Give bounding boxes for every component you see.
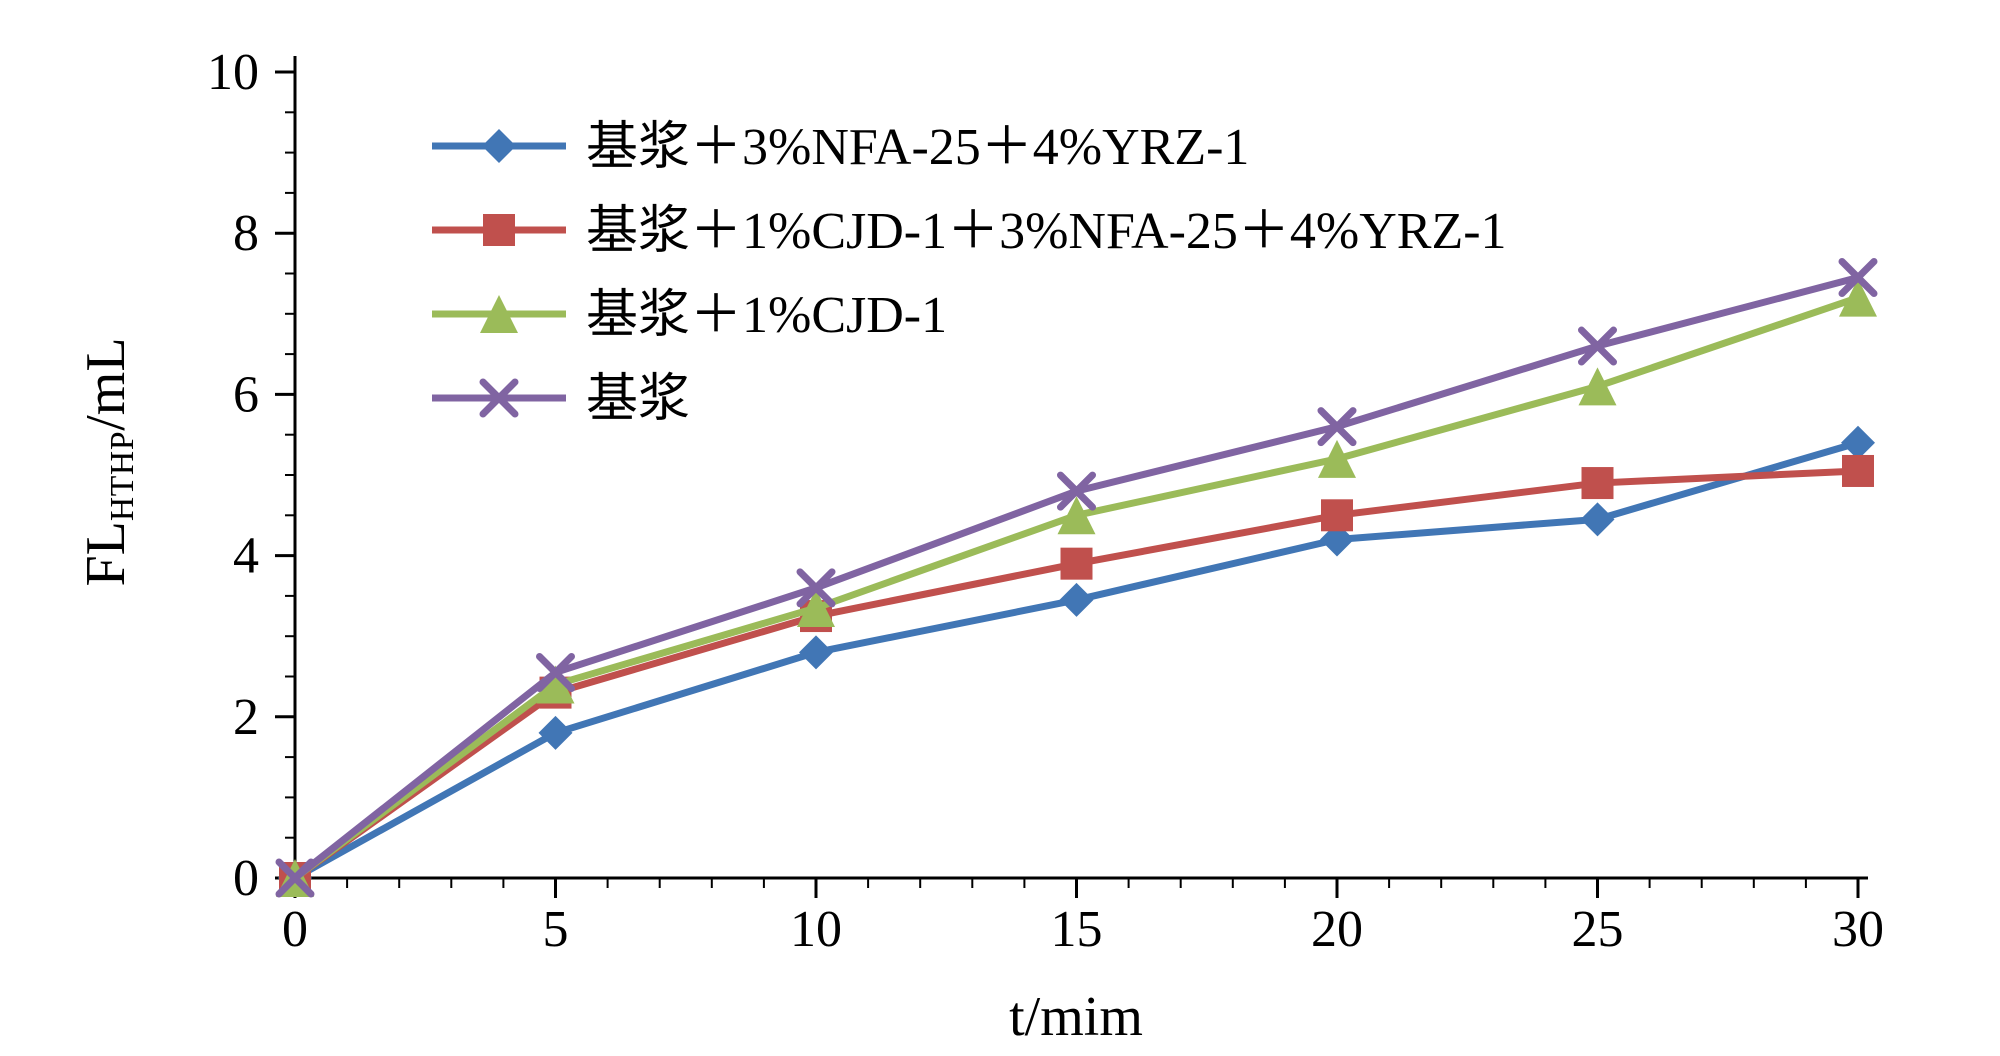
y-axis-title-suffix: /mL [74,337,137,431]
x-tick-label: 10 [790,901,842,958]
marker-x [1317,407,1357,447]
y-tick-label: 8 [233,205,259,262]
marker-square [1321,499,1353,532]
marker-square [1581,467,1614,500]
marker-triangle [480,295,518,333]
x-tick-label: 5 [543,901,569,958]
marker-x [479,378,519,418]
marker-x [1578,326,1617,366]
x-tick-label: 25 [1572,901,1624,958]
marker-triangle [1057,496,1096,535]
marker-diamond [1059,582,1094,617]
legend-label: 基浆＋1%CJD-1 [586,287,947,344]
legend-label: 基浆＋3%NFA-25＋4%YRZ-1 [586,119,1249,176]
marker-x [1057,471,1096,511]
marker-x [796,568,836,608]
marker-diamond [799,635,833,670]
marker-x [536,652,575,692]
marker-triangle [1318,439,1356,478]
x-tick-label: 20 [1311,901,1363,958]
y-axis-title-prefix: FL [74,521,137,587]
marker-diamond [482,129,516,163]
marker-x [275,858,315,898]
x-axis-title: t/mim [1009,986,1143,1048]
marker-triangle [536,665,575,704]
y-axis-title: FLHTHP/mL [74,337,142,586]
marker-square [1842,454,1874,487]
x-tick-label: 30 [1832,901,1884,958]
x-tick-label: 0 [282,901,308,958]
legend-label: 基浆＋1%CJD-1＋3%NFA-25＋4%YRZ-1 [586,203,1507,260]
marker-triangle [1578,367,1617,406]
marker-square [1060,547,1093,580]
marker-diamond [538,715,573,750]
marker-square [483,214,515,246]
y-tick-label: 2 [233,689,259,746]
y-tick-label: 0 [233,850,259,907]
legend-label: 基浆 [586,371,690,428]
marker-diamond [1841,425,1875,460]
marker-triangle [797,588,835,627]
y-tick-label: 4 [233,528,259,585]
y-tick-label: 6 [233,366,259,423]
y-axis-title-subscript: HTHP [104,430,142,522]
x-tick-label: 15 [1051,901,1103,958]
marker-diamond [1580,502,1615,537]
y-tick-label: 10 [207,44,259,101]
marker-x [1838,258,1878,298]
marker-triangle [1839,278,1877,317]
